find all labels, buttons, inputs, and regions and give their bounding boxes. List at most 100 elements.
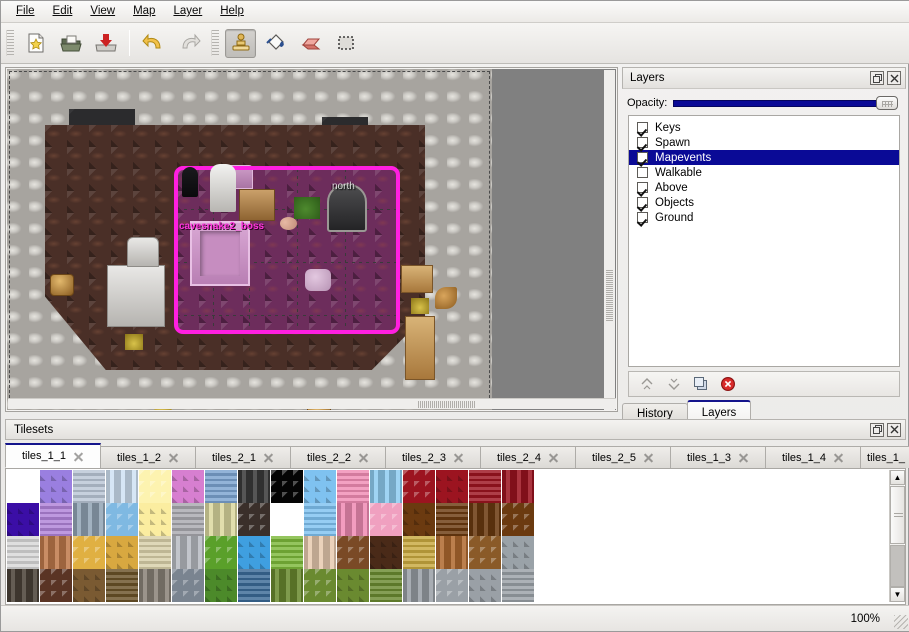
tileset-tile[interactable] xyxy=(832,503,865,536)
tileset-tab-tiles_1_4[interactable]: tiles_1_4 xyxy=(765,446,861,468)
menu-file[interactable]: File xyxy=(7,2,44,21)
tileset-tile[interactable] xyxy=(139,569,172,602)
tileset-tile[interactable] xyxy=(634,536,667,569)
undo-button[interactable] xyxy=(138,29,169,58)
tileset-tile[interactable] xyxy=(766,503,799,536)
tileset-tile[interactable] xyxy=(502,470,535,503)
tileset-tile[interactable] xyxy=(238,503,271,536)
lower-layer-button[interactable] xyxy=(665,375,683,393)
menu-layer[interactable]: Layer xyxy=(164,2,211,21)
tileset-tile[interactable] xyxy=(766,569,799,602)
fill-bucket-button[interactable] xyxy=(260,29,291,58)
menu-map[interactable]: Map xyxy=(124,2,164,21)
open-map-button[interactable] xyxy=(55,29,86,58)
tileset-tile[interactable] xyxy=(172,569,205,602)
map-vertical-scrollbar[interactable] xyxy=(604,70,615,410)
tileset-tile[interactable] xyxy=(238,470,271,503)
tileset-tile[interactable] xyxy=(469,536,502,569)
tileset-tile[interactable] xyxy=(502,536,535,569)
tileset-tile[interactable] xyxy=(238,536,271,569)
tileset-tab-tiles_2_4[interactable]: tiles_2_4 xyxy=(480,446,576,468)
tileset-tile[interactable] xyxy=(40,569,73,602)
menu-view[interactable]: View xyxy=(81,2,124,21)
tileset-tile[interactable] xyxy=(535,569,568,602)
tileset-tile[interactable] xyxy=(337,470,370,503)
close-icon[interactable] xyxy=(643,452,654,463)
raise-layer-button[interactable] xyxy=(638,375,656,393)
tileset-tile[interactable] xyxy=(535,470,568,503)
tileset-tile[interactable] xyxy=(667,569,700,602)
close-icon[interactable] xyxy=(548,452,559,463)
tileset-tile[interactable] xyxy=(304,536,337,569)
close-icon[interactable] xyxy=(887,71,901,85)
close-icon[interactable] xyxy=(887,422,901,437)
resize-grip[interactable] xyxy=(894,615,908,629)
tileset-tab-tiles_2_2[interactable]: tiles_2_2 xyxy=(290,446,386,468)
tileset-tile[interactable] xyxy=(7,503,40,536)
toolbar-drag-handle[interactable] xyxy=(6,30,14,56)
close-icon[interactable] xyxy=(833,452,844,463)
scroll-up-arrow-icon[interactable]: ▲ xyxy=(890,470,905,485)
toolbar-drag-handle-2[interactable] xyxy=(211,30,219,56)
duplicate-layer-button[interactable] xyxy=(692,375,710,393)
tab-history[interactable]: History xyxy=(622,403,688,423)
tileset-tile[interactable] xyxy=(634,503,667,536)
tileset-tile[interactable] xyxy=(568,569,601,602)
tileset-tile[interactable] xyxy=(436,470,469,503)
tileset-tile[interactable] xyxy=(7,569,40,602)
tileset-tile[interactable] xyxy=(502,503,535,536)
layer-row-above[interactable]: Above xyxy=(629,180,899,195)
tileset-palette[interactable]: ▲ ▼ xyxy=(5,468,906,605)
tileset-tile[interactable] xyxy=(799,569,832,602)
tileset-tile[interactable] xyxy=(568,470,601,503)
tileset-tile[interactable] xyxy=(172,470,205,503)
tileset-tile[interactable] xyxy=(733,470,766,503)
tileset-scrollbar-thumb[interactable] xyxy=(890,486,905,544)
save-map-button[interactable] xyxy=(90,29,121,58)
menu-help[interactable]: Help xyxy=(211,2,253,21)
layer-row-keys[interactable]: Keys xyxy=(629,120,899,135)
tileset-tile[interactable] xyxy=(205,503,238,536)
float-window-icon[interactable] xyxy=(870,71,884,85)
tileset-tile[interactable] xyxy=(370,536,403,569)
tileset-tab-tiles_1_1[interactable]: tiles_1_1 xyxy=(5,443,101,468)
eraser-button[interactable] xyxy=(295,29,326,58)
tileset-tile[interactable] xyxy=(634,569,667,602)
tileset-tile[interactable] xyxy=(370,470,403,503)
tileset-tile[interactable] xyxy=(271,569,304,602)
tileset-tile[interactable] xyxy=(832,470,865,503)
tileset-tile[interactable] xyxy=(106,470,139,503)
tileset-tile[interactable] xyxy=(304,503,337,536)
tileset-tile-grid[interactable] xyxy=(7,470,874,602)
tileset-tile[interactable] xyxy=(337,503,370,536)
map-horizontal-scrollbar[interactable] xyxy=(8,398,616,409)
tileset-tile[interactable] xyxy=(73,569,106,602)
redo-button[interactable] xyxy=(173,29,204,58)
map-canvas[interactable]: north cavesnake2_boss xyxy=(7,69,616,410)
tileset-tile[interactable] xyxy=(799,503,832,536)
tileset-tile[interactable] xyxy=(667,536,700,569)
tileset-tab-tiles_1_3[interactable]: tiles_1_3 xyxy=(670,446,766,468)
tileset-tile[interactable] xyxy=(601,536,634,569)
new-map-button[interactable] xyxy=(20,29,51,58)
tileset-tile[interactable] xyxy=(733,536,766,569)
tileset-tile[interactable] xyxy=(271,503,304,536)
tileset-tile[interactable] xyxy=(370,503,403,536)
layer-visibility-checkbox[interactable] xyxy=(637,137,648,148)
tileset-tile[interactable] xyxy=(40,470,73,503)
tileset-tile[interactable] xyxy=(403,470,436,503)
map-vertical-scrollbar-thumb[interactable] xyxy=(606,270,613,322)
scroll-down-arrow-icon[interactable]: ▼ xyxy=(890,587,905,602)
tileset-tile[interactable] xyxy=(535,503,568,536)
tileset-tile[interactable] xyxy=(832,569,865,602)
tileset-tile[interactable] xyxy=(73,536,106,569)
layer-list[interactable]: Keys Spawn Mapevents Walkable Above Obje… xyxy=(628,115,900,367)
tileset-tile[interactable] xyxy=(205,470,238,503)
tileset-tile[interactable] xyxy=(799,470,832,503)
tileset-tile[interactable] xyxy=(337,569,370,602)
tileset-tile[interactable] xyxy=(403,536,436,569)
tileset-tile[interactable] xyxy=(139,536,172,569)
tileset-tile[interactable] xyxy=(106,536,139,569)
tileset-tile[interactable] xyxy=(205,569,238,602)
tileset-tile[interactable] xyxy=(568,536,601,569)
